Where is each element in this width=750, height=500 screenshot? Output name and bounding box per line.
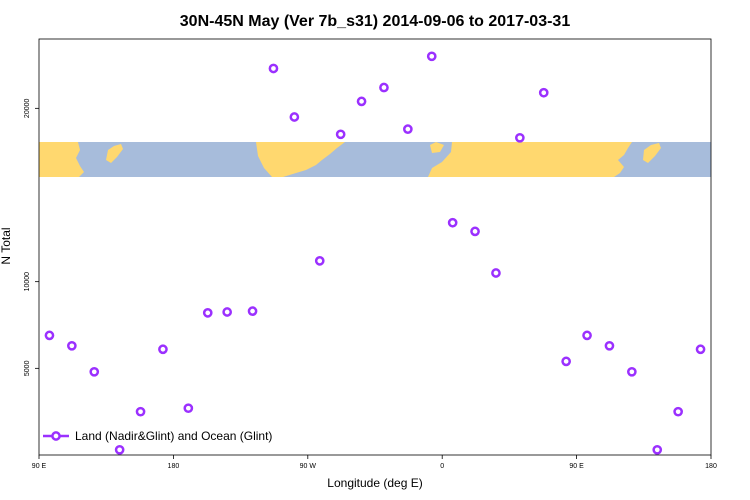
data-point	[652, 444, 663, 455]
x-tick-label: 180	[705, 463, 717, 470]
data-point	[356, 96, 367, 107]
data-point	[491, 268, 501, 278]
y-tick-label: 10000	[24, 272, 31, 292]
data-point	[515, 132, 525, 143]
data-point	[604, 340, 615, 351]
data-point	[335, 129, 346, 140]
x-tick-label: 90 E	[569, 463, 584, 470]
data-point	[247, 306, 258, 316]
data-point	[289, 112, 300, 122]
data-point	[403, 124, 413, 134]
land-north-america	[256, 142, 345, 177]
land-eurasia-africa	[428, 142, 632, 177]
map-strip	[39, 142, 711, 177]
data-point	[582, 330, 592, 341]
data-point	[114, 444, 125, 455]
data-point	[379, 82, 389, 93]
data-point	[222, 307, 233, 317]
data-point	[447, 217, 458, 228]
x-tick-label: 0	[440, 463, 444, 470]
data-point	[268, 63, 279, 74]
land-asia-west	[39, 142, 84, 177]
data-point	[183, 403, 194, 414]
y-axis-label: N Total	[0, 227, 13, 264]
legend-label: Land (Nadir&Glint) and Ocean (Glint)	[75, 429, 272, 443]
plot-frame	[38, 38, 712, 456]
land-japan-east	[643, 143, 661, 163]
data-points	[44, 51, 706, 455]
data-point	[426, 51, 437, 62]
y-tick-label: 5000	[24, 360, 31, 376]
data-point	[44, 330, 55, 341]
chart-title: 30N-45N May (Ver 7b_s31) 2014-09-06 to 2…	[180, 13, 571, 30]
legend: Land (Nadir&Glint) and Ocean (Glint)	[43, 429, 272, 443]
legend-marker	[51, 431, 61, 441]
data-point	[67, 340, 77, 351]
data-point	[538, 87, 549, 98]
data-point	[202, 308, 213, 318]
data-point	[314, 256, 325, 266]
x-tick-label: 180	[168, 463, 180, 470]
data-point	[673, 406, 683, 417]
x-axis: 90 E 180 90 W 0 90 E 180	[32, 455, 717, 470]
land-japan	[106, 144, 123, 163]
data-point	[158, 344, 168, 355]
y-tick-label: 20000	[24, 98, 31, 118]
data-point	[135, 406, 146, 417]
x-axis-label: Longitude (deg E)	[327, 476, 422, 490]
y-axis: 5000 10000 20000	[24, 98, 39, 376]
land-europe-north	[430, 142, 444, 153]
data-point	[561, 356, 571, 367]
x-tick-label: 90 W	[300, 463, 317, 470]
data-point	[89, 366, 100, 377]
data-point	[627, 366, 637, 377]
data-point	[470, 226, 480, 237]
data-point	[695, 344, 706, 355]
x-tick-label: 90 E	[32, 463, 47, 470]
